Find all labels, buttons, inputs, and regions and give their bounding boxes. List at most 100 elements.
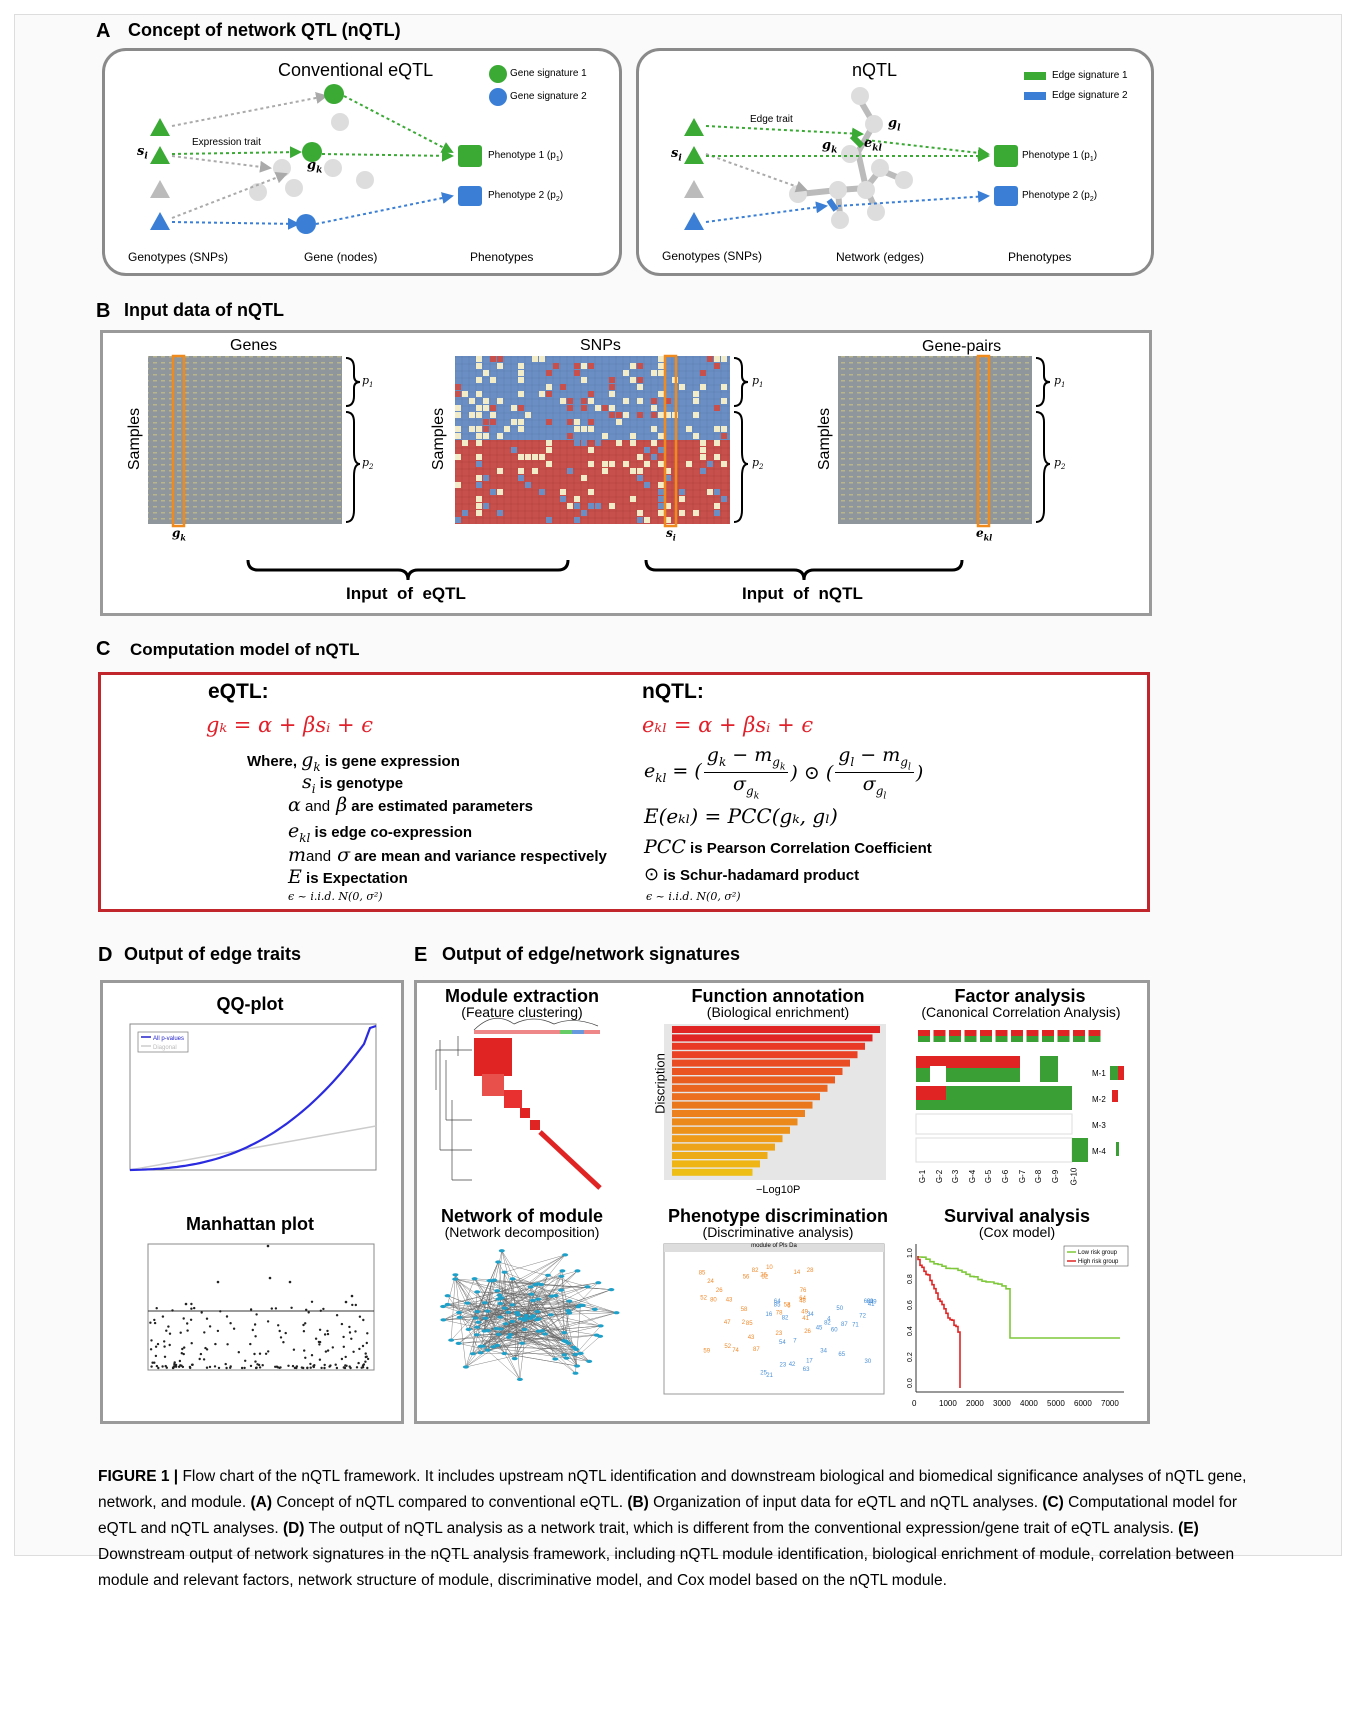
surv-y-tick: 1.0 bbox=[907, 1248, 914, 1258]
factor-cell bbox=[949, 1036, 961, 1042]
network-edge bbox=[451, 1311, 478, 1341]
panel-a-left-box bbox=[102, 48, 622, 276]
manhattan-point bbox=[354, 1330, 357, 1333]
snp-cell bbox=[707, 489, 713, 495]
snps-heading: SNPs bbox=[580, 337, 621, 354]
manhattan-point bbox=[334, 1363, 337, 1366]
network-node bbox=[613, 1311, 620, 1315]
network-node bbox=[444, 1294, 451, 1298]
network-edge bbox=[504, 1272, 506, 1324]
pcc-line: PCC is Pearson Correlation Coefficient bbox=[644, 836, 932, 858]
network-node bbox=[477, 1344, 484, 1348]
survival-analysis-sub: (Cox model) bbox=[978, 1224, 1056, 1240]
genes-heading: Genes bbox=[230, 337, 278, 354]
scatter-point: 76 bbox=[800, 1288, 807, 1294]
enrichment-bar bbox=[672, 1093, 820, 1101]
network-edge bbox=[443, 1254, 566, 1321]
network-edge bbox=[542, 1330, 565, 1341]
network-node bbox=[472, 1316, 479, 1320]
manhattan-point bbox=[190, 1363, 194, 1367]
snp-cell bbox=[476, 475, 482, 481]
snp-cell bbox=[476, 405, 482, 411]
network-node bbox=[597, 1324, 604, 1328]
network-node bbox=[548, 1294, 555, 1298]
snp-cell bbox=[518, 475, 524, 481]
network-node bbox=[547, 1313, 554, 1317]
scatter-point: 26 bbox=[804, 1329, 811, 1335]
scatter-point: 60 bbox=[831, 1328, 838, 1334]
snp-cell bbox=[686, 461, 692, 467]
network-node bbox=[522, 1316, 529, 1320]
network-node bbox=[462, 1365, 469, 1369]
scatter-point: 23 bbox=[776, 1331, 783, 1337]
phenotype-discrimination-sub: (Discriminative analysis) bbox=[702, 1224, 854, 1240]
network-node bbox=[498, 1296, 505, 1300]
snp-cell bbox=[574, 517, 580, 523]
nqtl-phenotype-1-label: Phenotype 1 (p1) bbox=[1022, 150, 1098, 163]
snp-cell bbox=[455, 412, 461, 418]
snp-cell bbox=[497, 356, 503, 362]
network-edge bbox=[487, 1297, 502, 1351]
network-node bbox=[496, 1293, 503, 1297]
manhattan-point bbox=[279, 1366, 282, 1369]
snp-cell bbox=[581, 510, 587, 516]
manhattan-point bbox=[155, 1307, 158, 1310]
snp-cell bbox=[665, 412, 671, 418]
factor-col-label: G-3 bbox=[951, 1169, 961, 1184]
snp-cell bbox=[588, 426, 594, 432]
manhattan-point bbox=[268, 1276, 272, 1280]
scatter-point: 82 bbox=[824, 1320, 831, 1326]
snp-cell bbox=[658, 489, 664, 495]
scatter-point: 82 bbox=[782, 1315, 789, 1321]
manhattan-point bbox=[188, 1365, 192, 1369]
factor-row-m4: M-4 bbox=[1092, 1147, 1106, 1156]
snp-cell bbox=[602, 468, 608, 474]
factor-cell bbox=[1011, 1036, 1023, 1042]
snp-cell bbox=[721, 496, 727, 502]
manhattan-point bbox=[249, 1342, 252, 1346]
snp-cell bbox=[679, 384, 685, 390]
manhattan-point bbox=[205, 1348, 209, 1351]
network-edge bbox=[504, 1254, 566, 1273]
network-node bbox=[577, 1351, 584, 1355]
nqtl-diagram-title: nQTL bbox=[852, 60, 898, 80]
snp-cell bbox=[567, 419, 573, 425]
nqtl-col-network-edges: Network (edges) bbox=[836, 250, 925, 264]
panel-c-box bbox=[98, 672, 1150, 912]
manhattan-point bbox=[358, 1347, 361, 1351]
snp-cell bbox=[700, 447, 706, 453]
manhattan-point bbox=[303, 1349, 306, 1352]
network-node bbox=[527, 1285, 534, 1289]
network-edge bbox=[447, 1295, 488, 1351]
snp-cell bbox=[511, 419, 517, 425]
snp-cell bbox=[637, 475, 643, 481]
snp-cell bbox=[721, 426, 727, 432]
manhattan-point bbox=[203, 1331, 206, 1334]
snp-cell bbox=[581, 398, 587, 404]
panel-d-letter: D bbox=[98, 944, 113, 966]
manhattan-point bbox=[342, 1366, 345, 1369]
snp-cell bbox=[665, 468, 671, 474]
snp-cell bbox=[630, 440, 636, 446]
surv-y-tick: 0.2 bbox=[907, 1352, 914, 1362]
snp-cell bbox=[546, 370, 552, 376]
network-edge bbox=[447, 1276, 562, 1305]
manhattan-point bbox=[344, 1364, 347, 1367]
manhattan-point bbox=[163, 1355, 167, 1359]
network-module-sub: (Network decomposition) bbox=[444, 1224, 600, 1240]
network-node bbox=[484, 1309, 491, 1313]
factor-cell bbox=[1088, 1036, 1101, 1042]
scatter-point: 53 bbox=[784, 1302, 791, 1308]
snp-cell bbox=[525, 412, 531, 418]
enrichment-bar bbox=[672, 1101, 813, 1109]
snp-cell bbox=[476, 454, 482, 460]
snp-cell bbox=[504, 426, 510, 432]
scatter-point: 47 bbox=[724, 1320, 731, 1326]
factor-cell bbox=[1073, 1030, 1085, 1036]
snp-cell bbox=[679, 496, 685, 502]
snp-cell bbox=[462, 510, 468, 516]
manhattan-point bbox=[352, 1350, 355, 1354]
manhattan-point bbox=[323, 1366, 326, 1370]
manhattan-point bbox=[208, 1325, 212, 1328]
manhattan-point bbox=[198, 1357, 201, 1361]
